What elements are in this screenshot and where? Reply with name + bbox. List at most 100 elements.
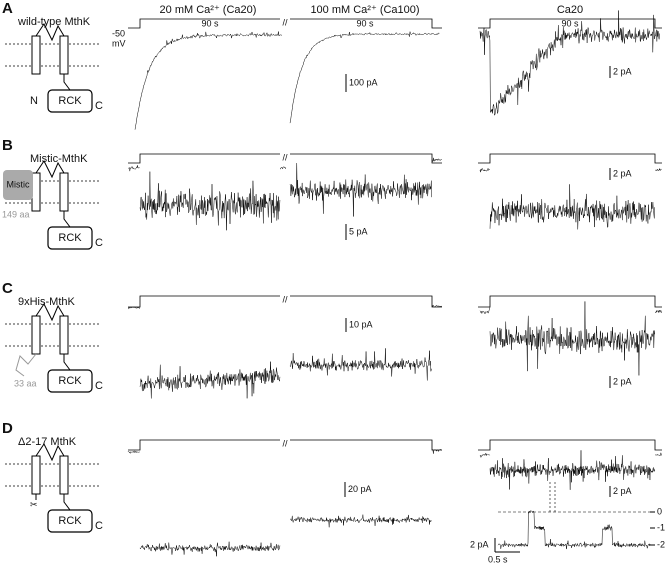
protocol [478,439,662,451]
construct-name: Δ2-17 MthK [18,436,77,448]
current-trace [479,10,660,116]
protocol [478,295,662,308]
rck-label: RCK [58,375,82,387]
rck-box [47,89,93,113]
current-trace [479,167,491,173]
rck-box [47,226,93,250]
scale-label: 0.5 s [488,554,508,564]
rck-label: RCK [58,95,82,107]
current-trace [279,166,287,170]
level-label: 0 [657,506,662,516]
helix [59,455,69,495]
protocol [290,153,442,164]
scale-label: 2 pA [613,66,632,76]
tag-length: 149 aa [2,209,30,219]
current-trace [654,167,662,172]
tag-length: 33 aa [14,378,37,388]
voltage-unit: mV [112,38,126,48]
scale-label: 20 pA [348,484,372,494]
protocol [128,439,280,451]
current-trace [489,301,655,376]
construct-name: wild-type MthK [17,16,91,28]
construct-name: 9xHis-MthK [18,296,76,308]
panel-letter: B [2,137,13,154]
holding-voltage: -50 [112,28,125,38]
scale-label: 2 pA [613,486,632,496]
panel-letter: D [2,420,13,437]
protocol [478,18,662,29]
helix [31,315,41,355]
protocol-duration: 90 s [201,18,219,28]
c-terminus: C [95,100,103,112]
current-trace [289,514,432,528]
current-trace [497,509,651,550]
construct-name: Mistic-MthK [30,153,88,165]
protocol [290,295,442,308]
scale-label: 2 pA [613,376,632,386]
current-trace [479,307,491,315]
protocol [478,153,662,164]
current-trace [654,452,662,457]
protocol [290,18,442,29]
linker [63,494,71,511]
protocol-duration: 90 s [561,18,579,28]
panel-letter: C [2,280,13,297]
break-mark: // [282,17,288,27]
helix [59,35,69,75]
protocol-duration: 90 s [356,18,374,28]
mistic-label: Mistic [7,179,30,189]
break-mark: // [282,294,288,304]
helix [59,315,69,355]
current-trace [139,171,281,231]
c-terminus: C [95,520,103,532]
protocol [128,153,280,164]
current-trace [431,448,443,454]
rck-box [47,369,93,393]
loop [35,303,65,322]
current-trace [431,157,442,163]
current-trace [479,452,491,459]
rck-label: RCK [58,232,82,244]
current-trace [489,184,655,230]
c-terminus: C [95,380,103,392]
current-trace [289,163,432,217]
level-label: -1 [657,522,665,532]
linker [63,354,71,371]
current-trace [139,541,281,557]
rck-box [47,509,93,533]
current-trace [489,450,656,490]
scale-label: 2 pA [613,168,632,178]
his-tag [15,353,37,377]
level-label: -2 [657,539,665,549]
helix [31,455,41,495]
linker [63,74,71,91]
helix [31,172,41,212]
c-terminus: C [95,237,103,249]
current-trace [127,165,140,172]
linker [63,211,71,228]
current-trace [139,361,281,399]
rck-label: RCK [58,515,82,527]
current-trace [127,306,140,310]
current-trace [654,309,662,314]
column-header: 20 mM Ca²⁺ (Ca20) [160,4,257,16]
n-terminus: N [30,95,38,107]
loop [35,23,65,42]
scissors: ✂ [30,499,38,509]
protocol [128,18,280,29]
scale-label: 10 pA [349,319,373,329]
current-trace [134,31,283,130]
protocol [128,295,280,308]
break-mark: // [282,152,288,162]
column-header: 100 mM Ca²⁺ (Ca100) [310,4,419,16]
current-trace [289,348,432,381]
current-trace [431,304,443,308]
scale-label: 100 pA [349,77,378,87]
column-header: Ca20 [557,4,583,16]
helix [31,35,41,75]
current-trace [127,450,140,455]
scale-label: 2 pA [470,539,489,549]
protocol [290,439,442,451]
panel-letter: A [2,0,13,17]
